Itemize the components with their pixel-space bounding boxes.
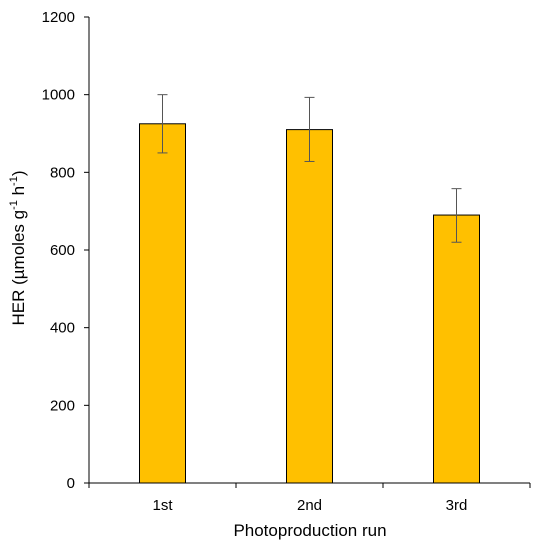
y-tick-label: 1200: [42, 9, 75, 26]
x-tick-labels: 1st 2nd 3rd: [152, 497, 467, 514]
y-tick-label: 600: [50, 242, 75, 259]
y-tick-label: 400: [50, 320, 75, 337]
x-axis-title: Photoproduction run: [233, 521, 386, 540]
x-tick-label: 1st: [152, 497, 173, 514]
x-tick-label: 2nd: [297, 497, 322, 514]
y-axis: [84, 16, 90, 484]
y-axis-title-sup: -1: [8, 200, 20, 210]
y-axis-title-part: HER (µmoles g: [9, 210, 28, 326]
bars: [139, 123, 480, 484]
y-axis-title: HER (µmoles g-1 h-1): [8, 170, 28, 325]
y-tick-label: 200: [50, 397, 75, 414]
bar-2nd: [286, 129, 333, 484]
bar-1st: [139, 123, 186, 484]
x-tick-label: 3rd: [446, 497, 468, 514]
y-tick-labels: 0 200 400 600 800 1000 1200: [42, 9, 75, 492]
y-tick-label: 1000: [42, 87, 75, 104]
y-axis-title-part: ): [9, 170, 28, 176]
bar-3rd: [433, 214, 480, 484]
y-tick-label: 800: [50, 164, 75, 181]
y-tick-label: 0: [67, 475, 75, 492]
error-bars: [157, 94, 462, 243]
x-axis: [88, 482, 531, 488]
y-axis-title-sup: -1: [8, 176, 20, 186]
y-axis-title-part: h: [9, 186, 28, 200]
